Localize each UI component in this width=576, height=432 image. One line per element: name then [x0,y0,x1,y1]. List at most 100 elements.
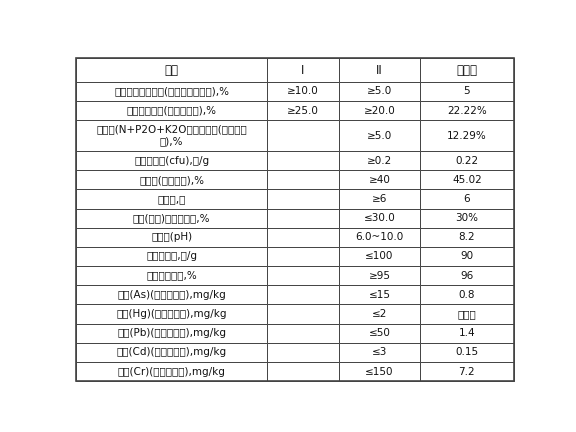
Text: 酸碱度(pH): 酸碱度(pH) [151,232,192,242]
Text: II: II [376,64,383,76]
Bar [77,305,267,324]
Text: 项目: 项目 [165,64,179,76]
Bar [420,305,514,324]
Bar [267,151,339,170]
Text: ≥40: ≥40 [369,175,391,185]
Text: 0.8: 0.8 [458,290,475,300]
Bar [267,209,339,228]
Text: 12.29%: 12.29% [447,130,487,140]
Text: 总镉(Cd)(以烘干基计),mg/kg: 总镉(Cd)(以烘干基计),mg/kg [116,347,227,357]
Bar [420,228,514,247]
Text: ≤15: ≤15 [369,290,391,300]
Bar [77,120,267,151]
Bar [420,120,514,151]
Text: 未检出: 未检出 [457,309,476,319]
Text: ≥5.0: ≥5.0 [367,86,392,96]
Bar [77,247,267,266]
Bar [339,324,420,343]
Bar [420,209,514,228]
Text: 有效活菌数(cfu),亿/g: 有效活菌数(cfu),亿/g [134,156,209,165]
Bar [267,228,339,247]
Bar [267,266,339,285]
Bar [77,189,267,209]
Bar [77,170,267,189]
Bar [77,151,267,170]
Text: ≤30.0: ≤30.0 [363,213,395,223]
Bar [339,362,420,381]
Bar [420,266,514,285]
Bar [420,151,514,170]
Bar [267,170,339,189]
Text: 1.4: 1.4 [458,328,475,338]
Bar [420,285,514,305]
Bar [77,228,267,247]
Text: 5: 5 [464,86,470,96]
Bar [339,285,420,305]
Bar [339,101,420,120]
Text: 有机质(以干基计),%: 有机质(以干基计),% [139,175,204,185]
Text: 0.22: 0.22 [456,156,479,165]
Text: 总铅(Pb)(以烘干基计),mg/kg: 总铅(Pb)(以烘干基计),mg/kg [117,328,226,338]
Text: ≤2: ≤2 [372,309,387,319]
Bar [77,343,267,362]
Bar [267,120,339,151]
Text: 蛔虫卵死亡率,%: 蛔虫卵死亡率,% [146,271,197,281]
Bar [77,58,267,82]
Text: 总铬(Cr)(以烘干基计),mg/kg: 总铬(Cr)(以烘干基计),mg/kg [118,367,226,377]
Bar [267,58,339,82]
Text: ≥25.0: ≥25.0 [287,105,319,115]
Bar [420,58,514,82]
Text: 96: 96 [460,271,473,281]
Text: ≥10.0: ≥10.0 [287,86,319,96]
Text: 总养分(N+P2O+K2O的质量分数(以烘干基
计),%: 总养分(N+P2O+K2O的质量分数(以烘干基 计),% [96,124,247,146]
Bar [267,101,339,120]
Bar [267,285,339,305]
Bar [267,343,339,362]
Bar [339,170,420,189]
Bar [339,120,420,151]
Text: ≥20.0: ≥20.0 [363,105,395,115]
Bar [339,305,420,324]
Text: ≤150: ≤150 [365,367,393,377]
Text: ≥0.2: ≥0.2 [367,156,392,165]
Bar [77,101,267,120]
Bar [420,189,514,209]
Text: 总砷(As)(以烘干基计),mg/kg: 总砷(As)(以烘干基计),mg/kg [118,290,226,300]
Bar [267,189,339,209]
Text: ≥95: ≥95 [369,271,391,281]
Bar [77,324,267,343]
Bar [420,101,514,120]
Bar [267,324,339,343]
Bar [339,343,420,362]
Bar [339,189,420,209]
Bar [420,82,514,101]
Text: ≥5.0: ≥5.0 [367,130,392,140]
Text: 水分(鲜样)的质量分数,%: 水分(鲜样)的质量分数,% [133,213,210,223]
Bar [77,82,267,101]
Bar [339,266,420,285]
Text: 22.22%: 22.22% [447,105,487,115]
Text: ≤3: ≤3 [372,347,387,357]
Bar [267,247,339,266]
Bar [267,305,339,324]
Bar [420,343,514,362]
Text: 总汞(Hg)(以烘干基计),mg/kg: 总汞(Hg)(以烘干基计),mg/kg [116,309,227,319]
Text: ≤100: ≤100 [365,251,393,261]
Text: 45.02: 45.02 [452,175,482,185]
Text: 生物炭的质量分数(以固定碳含量计),%: 生物炭的质量分数(以固定碳含量计),% [114,86,229,96]
Bar [267,362,339,381]
Text: 0.15: 0.15 [456,347,479,357]
Text: ≤50: ≤50 [369,328,391,338]
Bar [77,209,267,228]
Bar [420,324,514,343]
Bar [420,170,514,189]
Text: 8.2: 8.2 [458,232,475,242]
Text: ≥6: ≥6 [372,194,387,204]
Text: 6: 6 [464,194,470,204]
Text: I: I [301,64,305,76]
Bar [420,362,514,381]
Bar [420,247,514,266]
Text: 测量值: 测量值 [456,64,478,76]
Bar [339,209,420,228]
Text: 碳的质量分数(以烘干基计),%: 碳的质量分数(以烘干基计),% [127,105,217,115]
